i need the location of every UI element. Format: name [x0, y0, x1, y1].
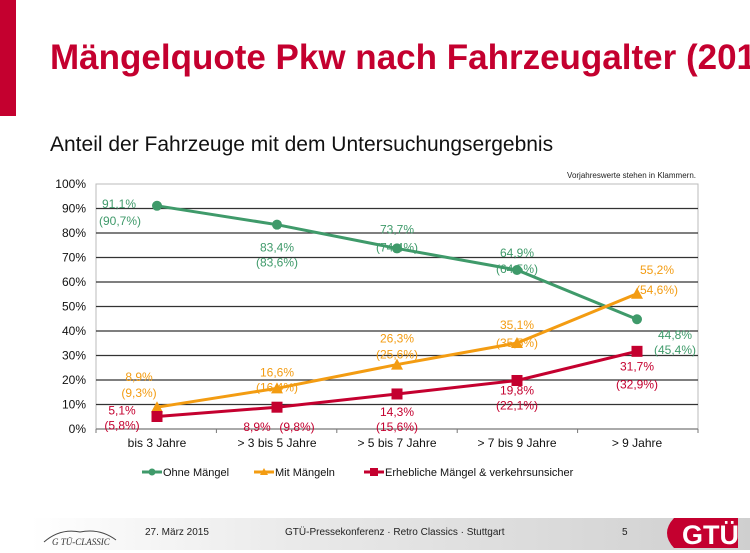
previous-year-label: (25,6%) [376, 348, 418, 362]
previous-year-label: (5,8%) [104, 419, 139, 433]
data-point-circle [512, 264, 522, 275]
legend-marker-triangle [260, 468, 268, 475]
data-point-triangle [631, 287, 643, 299]
footer-event: GTÜ-Pressekonferenz · Retro Classics · S… [285, 527, 505, 538]
page-title: Mängelquote Pkw nach Fahrzeugalter (2014… [50, 38, 750, 77]
y-tick-label: 60% [62, 275, 86, 289]
data-point-triangle [151, 401, 163, 413]
data-point-square [631, 345, 643, 357]
previous-year-label: (16,4%) [256, 380, 298, 394]
legend-label: Erhebliche Mängel & verkehrsunsicher [385, 467, 574, 479]
data-label: 73,7% [380, 222, 414, 236]
previous-year-label: (45,4%) [654, 343, 696, 357]
data-point-circle [272, 219, 282, 230]
legend-label: Mit Mängeln [275, 467, 335, 479]
x-tick-label: > 3 bis 5 Jahre [237, 436, 316, 450]
previous-year-label: (15,6%) [376, 420, 418, 434]
previous-year-label: (22,1%) [496, 398, 538, 412]
previous-year-label: (9,8%) [279, 420, 314, 434]
legend-label: Ohne Mängel [163, 467, 229, 479]
y-tick-label: 0% [69, 422, 87, 436]
legend-marker-circle [148, 468, 156, 476]
y-tick-label: 70% [62, 251, 86, 265]
y-tick-label: 100% [55, 177, 86, 191]
y-tick-label: 90% [62, 202, 86, 216]
previous-year-label: (83,6%) [256, 256, 298, 270]
gtu-logo: GTÜ [660, 518, 739, 550]
data-point-square [271, 401, 283, 413]
line-chart: 0% 10% 20% 30% 40% 50% 60% 70% 80% 90% 100% bis 3 J… [55, 171, 699, 479]
data-point-circle [152, 200, 162, 211]
data-label: 55,2% [640, 263, 674, 277]
data-label: 8,9% [243, 420, 271, 434]
data-label: 64,9% [500, 246, 534, 260]
data-point-circle [392, 243, 402, 254]
data-label: 83,4% [260, 241, 294, 255]
data-label: 91,1% [102, 197, 136, 211]
previous-year-label: (90,7%) [99, 214, 141, 228]
x-tick-label: > 9 Jahre [612, 436, 663, 450]
gtu-classic-logo: G TÜ-CLASSIC [40, 520, 120, 552]
data-label: 44,8% [658, 328, 692, 342]
page-number: 5 [622, 527, 628, 538]
data-point-circle [632, 314, 642, 325]
data-label: 14,3% [380, 405, 414, 419]
accent-bar [0, 0, 16, 116]
footer-bar [30, 518, 750, 550]
page-subtitle: Anteil der Fahrzeuge mit dem Untersuchun… [50, 133, 554, 156]
data-label: 8,9% [125, 370, 153, 384]
data-point-triangle [511, 337, 523, 349]
y-tick-label: 50% [62, 300, 86, 314]
footer-date: 27. März 2015 [145, 527, 209, 538]
previous-year-label: (9,3%) [121, 386, 156, 400]
x-tick-label: > 7 bis 9 Jahre [477, 436, 556, 450]
data-point-square [511, 374, 523, 386]
y-tick-label: 20% [62, 373, 86, 387]
previous-year-label: (32,9%) [616, 377, 658, 391]
data-label: 35,1% [500, 318, 534, 332]
data-point-square [391, 388, 403, 400]
y-tick-label: 80% [62, 226, 86, 240]
svg-text:G TÜ-CLASSIC: G TÜ-CLASSIC [52, 537, 111, 547]
legend-marker-square [370, 468, 378, 476]
data-label: 31,7% [620, 359, 654, 373]
x-tick-label: bis 3 Jahre [128, 436, 187, 450]
data-label: 16,6% [260, 365, 294, 379]
data-label: 19,8% [500, 383, 534, 397]
x-tick-label: > 5 bis 7 Jahre [357, 436, 436, 450]
svg-text:GTÜ: GTÜ [682, 520, 738, 548]
data-point-square [151, 411, 163, 423]
data-point-triangle [271, 382, 283, 394]
previous-year-label: (74,4%) [376, 240, 418, 254]
y-tick-label: 30% [62, 349, 86, 363]
previous-year-label: (54,6%) [636, 283, 678, 297]
data-point-triangle [391, 358, 403, 370]
previous-year-label: (64,5%) [496, 262, 538, 276]
previous-year-label: (35,5%) [496, 336, 538, 350]
chart-note: Vorjahreswerte stehen in Klammern. [567, 171, 696, 180]
data-label: 26,3% [380, 332, 414, 346]
data-label: 5,1% [108, 404, 136, 418]
y-tick-label: 40% [62, 324, 86, 338]
y-tick-label: 10% [62, 398, 86, 412]
